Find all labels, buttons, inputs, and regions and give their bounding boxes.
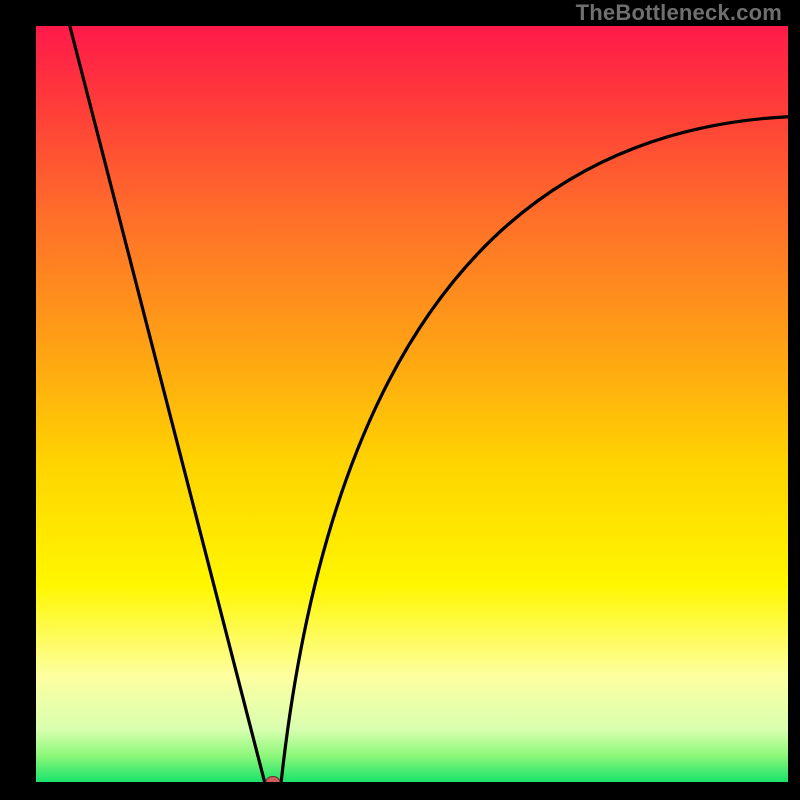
plot-svg bbox=[36, 26, 788, 782]
plot-area bbox=[36, 26, 788, 782]
watermark-text: TheBottleneck.com bbox=[576, 0, 782, 26]
gradient-background bbox=[36, 26, 788, 782]
bottleneck-chart: TheBottleneck.com bbox=[0, 0, 800, 800]
